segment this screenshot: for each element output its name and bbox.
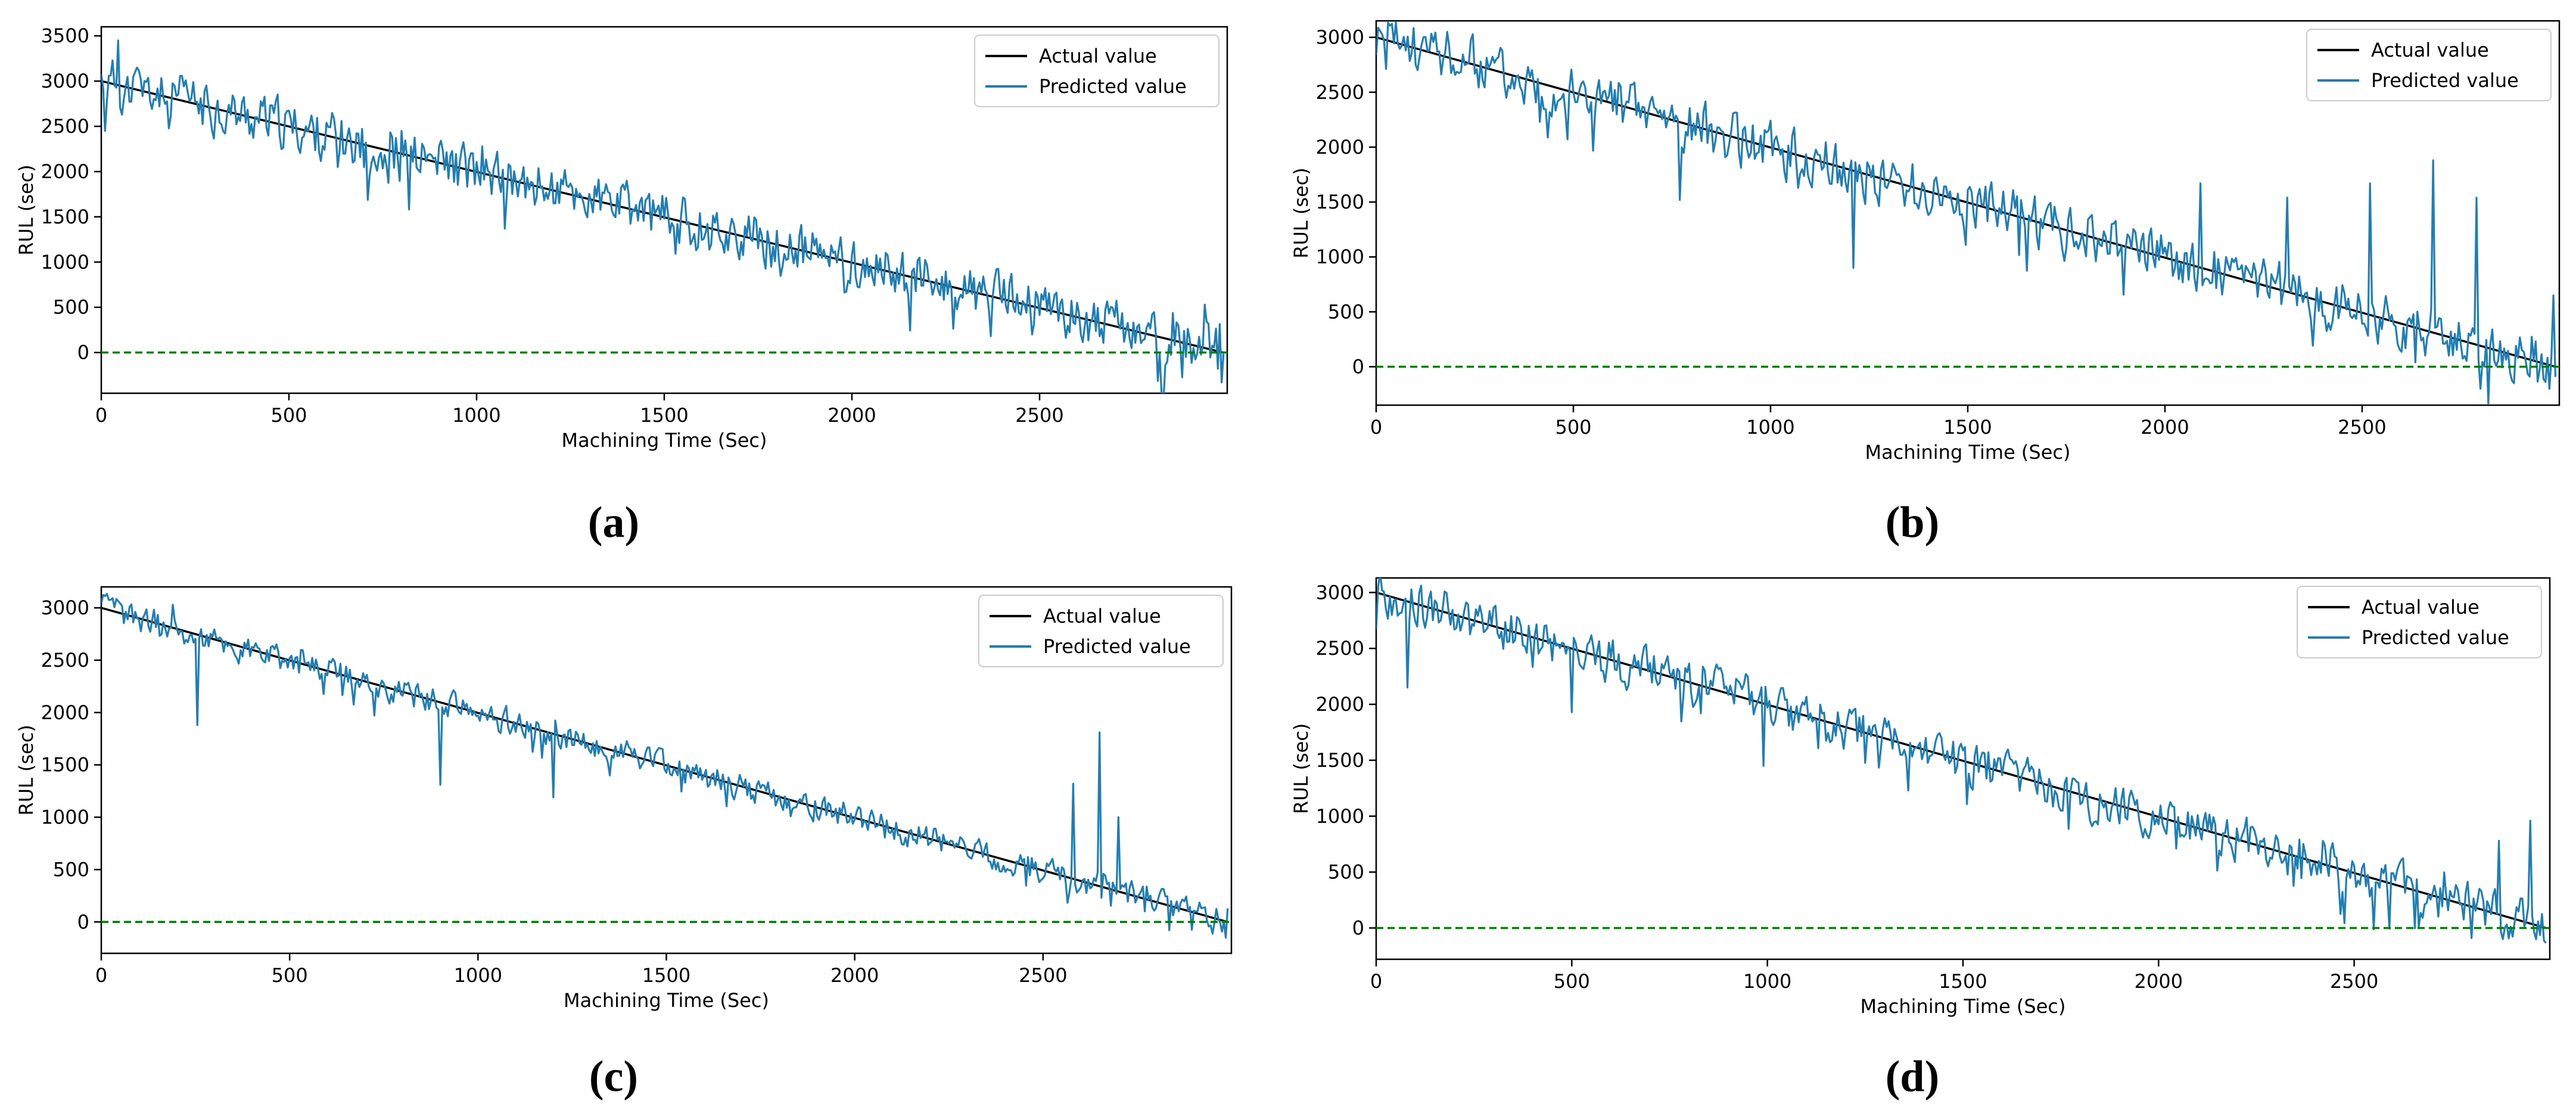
x-axis-label: Machining Time (Sec) [562,429,767,452]
x-tick-label: 2500 [1015,404,1063,427]
plot-series-group [101,593,1231,939]
y-tick-label: 2500 [1316,81,1364,104]
x-tick-label: 2000 [2135,970,2183,993]
predicted-value-line [1376,21,2556,405]
panel-label-a-wrap: (a) [554,498,673,548]
chart-panel-b: 0 500 1000 1500 2000 2500 0 500 1000 1500 2000 2500… [1287,0,2576,524]
x-tick-label: 500 [1555,416,1591,439]
y-tick-label: 2000 [41,160,89,183]
y-tick-label: 2500 [1316,637,1364,660]
y-tick-label: 1500 [41,206,89,228]
y-tick-label: 1000 [41,806,89,829]
x-axis-label: Machining Time (Sec) [1861,995,2066,1018]
plot-series-group [1376,21,2559,405]
x-tick-label: 2500 [2338,416,2386,439]
y-tick-label: 1000 [1316,245,1364,268]
x-tick-label: 1500 [1939,970,1987,993]
legend-box [974,35,1219,107]
y-axis-label: RUL (sec) [1290,723,1312,815]
x-tick-label: 1500 [642,964,690,987]
x-tick-label: 1000 [1743,970,1791,993]
chart-panel-c: 0 500 1000 1500 2000 2500 0 500 1000 1500 2000 2500… [0,554,1287,1078]
y-tick-label: 3000 [41,596,89,619]
predicted-value-line [1376,578,2547,944]
y-tick-label: 3500 [41,24,89,47]
x-tick-label: 2000 [830,964,879,987]
legend-predicted-label: Predicted value [1039,75,1187,98]
x-tick-label: 2500 [1019,964,1067,987]
x-tick-label: 0 [95,964,107,987]
y-tick-label: 0 [77,341,89,364]
x-tick-label: 0 [95,404,107,427]
y-tick-label: 500 [1328,300,1364,323]
plot-series-group [101,39,1227,393]
plot-series-group [1376,578,2550,944]
predicted-value-line [101,39,1225,393]
x-tick-label: 500 [270,404,307,427]
panel-label-c-wrap: (c) [554,1052,673,1102]
y-tick-label: 0 [1352,356,1364,378]
chart-panel-a: 0 500 1000 1500 2000 2500 0 500 1000 1500 2000 2500… [0,0,1287,524]
legend-actual-label: Actual value [1043,605,1161,627]
actual-value-line [101,80,1224,354]
x-tick-label: 1500 [1943,416,1992,439]
x-tick-label: 1000 [1746,416,1794,439]
x-tick-label: 2000 [2141,416,2189,439]
y-tick-label: 2000 [1316,136,1364,158]
y-tick-label: 0 [77,910,89,933]
x-axis-label: Machining Time (Sec) [564,989,769,1012]
y-tick-label: 500 [53,858,89,881]
legend-predicted-label: Predicted value [2362,626,2509,649]
x-tick-label: 0 [1370,970,1382,993]
x-tick-label: 1000 [454,964,502,987]
y-tick-label: 3000 [41,70,89,92]
y-tick-label: 3000 [1316,26,1364,49]
predicted-value-line [101,593,1229,939]
legend-predicted-label: Predicted value [2371,69,2519,92]
panel-label-d: (d) [1885,1052,1940,1101]
y-tick-label: 1000 [41,251,89,273]
y-tick-label: 1500 [1316,191,1364,213]
legend-actual-label: Actual value [2362,596,2479,618]
legend-actual-label: Actual value [2371,39,2489,61]
y-axis-label: RUL (sec) [15,164,38,256]
x-tick-label: 0 [1370,416,1382,439]
chart-c-svg: 0 500 1000 1500 2000 2500 0 500 1000 1500 2000 2500… [15,586,1233,1012]
y-tick-label: 500 [1328,861,1364,884]
y-tick-label: 500 [53,296,89,319]
x-tick-label: 500 [272,964,308,987]
y-tick-label: 0 [1352,916,1364,939]
legend-box [978,595,1224,667]
y-tick-label: 1500 [1316,749,1364,772]
y-axis-label: RUL (sec) [1290,167,1312,259]
chart-panel-d: 0 500 1000 1500 2000 2500 0 500 1000 1500 2000 2500… [1287,554,2576,1078]
legend-predicted-label: Predicted value [1043,635,1191,658]
panel-label-b: (b) [1885,498,1940,547]
panel-label-c: (c) [589,1052,639,1101]
panel-label-a: (a) [587,498,640,547]
panel-label-d-wrap: (d) [1853,1052,1972,1102]
y-tick-label: 1500 [41,754,89,776]
x-axis-label: Machining Time (Sec) [1865,441,2071,464]
legend-box [2297,586,2542,658]
y-tick-label: 2500 [41,115,89,138]
x-tick-label: 2000 [827,404,876,427]
legend-actual-label: Actual value [1039,45,1157,67]
y-tick-label: 2000 [1316,693,1364,716]
chart-d-svg: 0 500 1000 1500 2000 2500 0 500 1000 1500 2000 2500… [1290,577,2551,1018]
legend-box [2306,29,2552,101]
x-tick-label: 2500 [2330,970,2378,993]
y-tick-label: 2500 [41,649,89,672]
y-tick-label: 1000 [1316,805,1364,828]
chart-a-svg: 0 500 1000 1500 2000 2500 0 500 1000 1500 2000 2500… [15,24,1228,452]
x-tick-label: 1500 [640,404,688,427]
y-tick-label: 3000 [1316,581,1364,604]
chart-b-svg: 0 500 1000 1500 2000 2500 0 500 1000 1500 2000 2500… [1290,20,2561,464]
x-tick-label: 1000 [452,404,500,427]
panel-label-b-wrap: (b) [1853,498,1972,548]
x-tick-label: 500 [1554,970,1590,993]
y-axis-label: RUL (sec) [15,725,38,816]
y-tick-label: 2000 [41,701,89,724]
